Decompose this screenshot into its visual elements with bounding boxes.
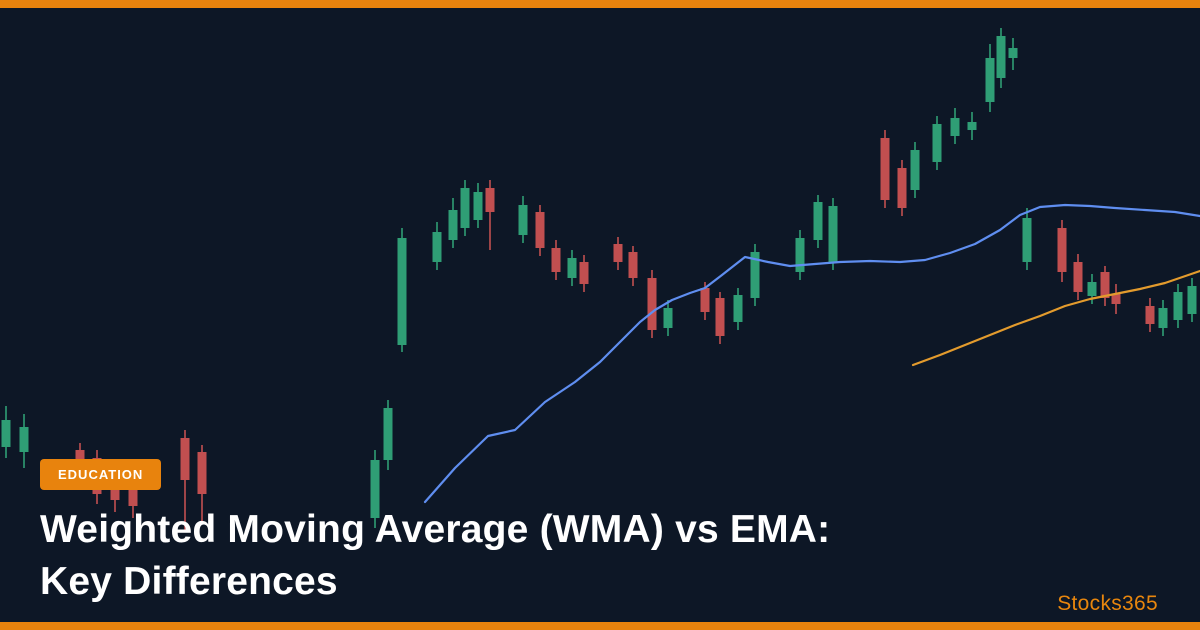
bottom-accent-bar	[0, 622, 1200, 630]
text-overlay: EDUCATION Weighted Moving Average (WMA) …	[40, 459, 1140, 608]
title-line-2: Key Differences	[40, 559, 338, 603]
top-accent-bar	[0, 0, 1200, 8]
brand-logo: Stocks365	[1057, 592, 1158, 615]
page-title: Weighted Moving Average (WMA) vs EMA: Ke…	[40, 504, 1140, 608]
title-line-1: Weighted Moving Average (WMA) vs EMA:	[40, 508, 831, 551]
education-badge: EDUCATION	[40, 459, 162, 490]
